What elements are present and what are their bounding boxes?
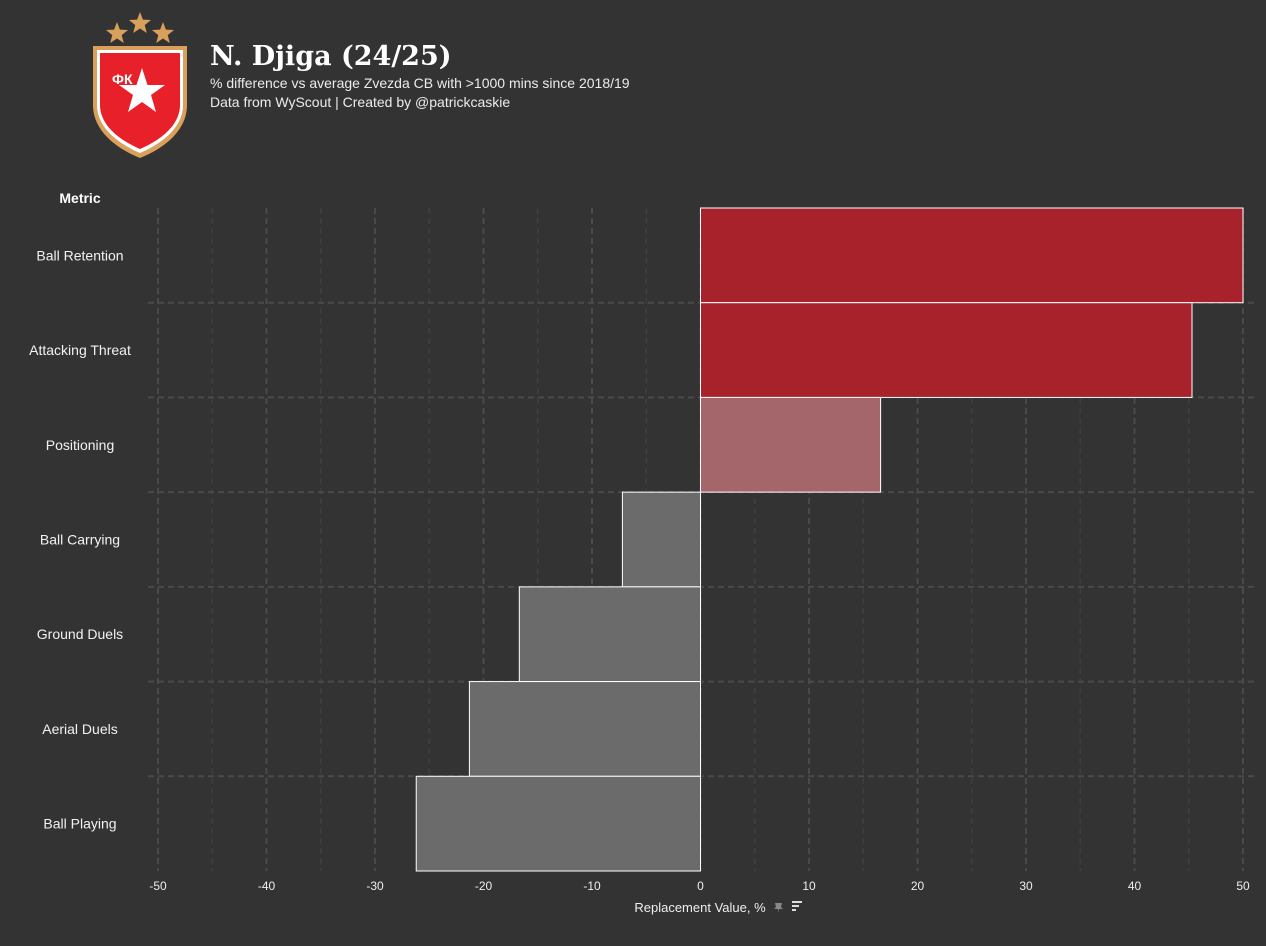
chart-header: N. Djiga (24/25) % difference vs average…: [210, 40, 630, 112]
x-tick-label: -30: [366, 879, 384, 893]
x-tick-label: 0: [697, 879, 704, 893]
x-tick-label: -20: [475, 879, 493, 893]
x-axis-ticks: -50 -40 -30 -20 -10 0 10 20 30 40 50: [149, 879, 1250, 893]
category-labels: Ball Retention Attacking Threat Positionin…: [29, 247, 131, 831]
metric-column-header: Metric: [59, 190, 100, 206]
x-tick-label: 40: [1128, 879, 1142, 893]
chart-subtitle: % difference vs average Zvezda CB with >…: [210, 75, 630, 91]
crest-red-star-icon: [119, 68, 165, 112]
category-label: Ball Carrying: [40, 532, 120, 548]
pin-icon[interactable]: [774, 903, 783, 913]
category-label: Ball Playing: [43, 816, 116, 832]
x-axis-title: Replacement Value, %: [634, 900, 766, 915]
category-label: Ground Duels: [37, 626, 123, 642]
category-label: Attacking Threat: [29, 342, 131, 358]
bar-ball-playing: [415, 775, 701, 872]
crest-star-right-icon: [152, 22, 174, 43]
sort-icon[interactable]: [792, 901, 802, 911]
chart-title: N. Djiga (24/25): [210, 41, 452, 72]
bar-positioning: [700, 396, 882, 493]
category-label: Ball Retention: [36, 247, 123, 263]
x-tick-label: 50: [1236, 879, 1250, 893]
category-label: Positioning: [46, 437, 115, 453]
x-tick-label: -40: [258, 879, 276, 893]
bar-attacking-threat: [700, 302, 1193, 398]
bar-ground-duels: [518, 586, 701, 683]
bar-aerial-duels: [468, 681, 701, 777]
x-tick-label: 30: [1019, 879, 1033, 893]
crest-star-left-icon: [106, 22, 128, 43]
x-tick-label: -50: [149, 879, 167, 893]
club-crest-icon: ФК: [93, 12, 187, 158]
crest-text: ФК: [112, 71, 133, 87]
crest-star-center-icon: [129, 12, 151, 33]
category-label: Aerial Duels: [42, 721, 117, 737]
x-tick-label: -10: [583, 879, 601, 893]
chart-credit: Data from WyScout | Created by @patrickc…: [210, 94, 511, 110]
x-tick-label: 10: [802, 879, 816, 893]
bars: [415, 207, 1244, 872]
x-tick-label: 20: [911, 879, 925, 893]
bar-ball-carrying: [621, 491, 702, 588]
bar-ball-retention: [700, 207, 1244, 304]
